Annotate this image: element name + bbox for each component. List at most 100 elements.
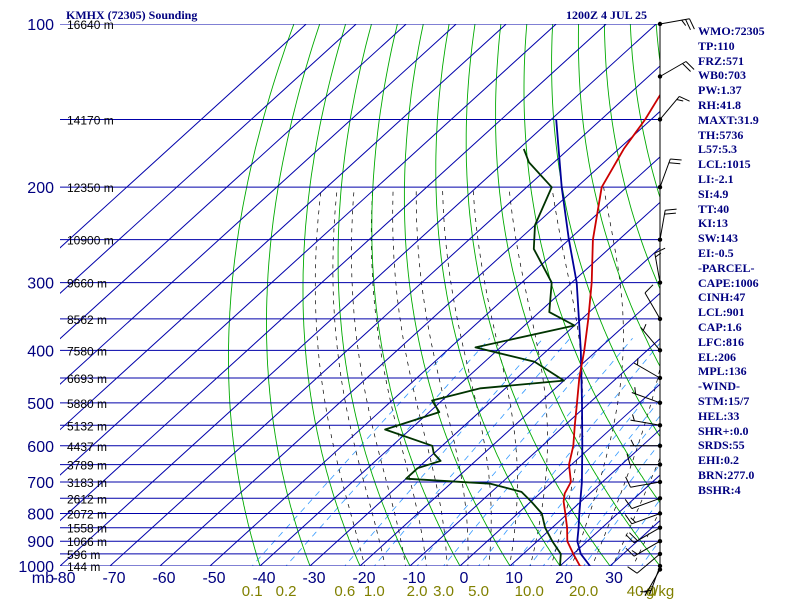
isotherm-line — [60, 24, 607, 522]
wind-barb-feather — [668, 162, 681, 165]
height-label: 5880 m — [67, 397, 107, 411]
temperature-tick-label: 10 — [505, 570, 523, 587]
stat-item: LCL:1015 — [698, 157, 751, 172]
stat-item: TT:40 — [698, 201, 730, 216]
height-label: 14170 m — [67, 113, 114, 127]
stat-item: MAXT:31.9 — [698, 112, 759, 127]
mixing-ratio-label: 5.0 — [468, 583, 489, 600]
wind-barb — [627, 551, 663, 574]
dry-adiabat-line — [371, 24, 461, 566]
wind-barb-feather — [685, 61, 695, 70]
mixing-ratio-line — [583, 464, 660, 566]
wind-barb-feather — [624, 514, 633, 525]
height-label: 1066 m — [67, 535, 107, 549]
wind-barb-shaft — [636, 553, 661, 574]
temperature-tick-label: -70 — [102, 570, 125, 587]
wind-barb — [625, 476, 663, 488]
stat-item: WB0:703 — [698, 68, 746, 83]
height-label: 5132 m — [67, 419, 107, 433]
moist-adiabat-line — [612, 457, 660, 566]
stat-item: EL:206 — [698, 349, 737, 364]
wind-barb — [630, 439, 663, 448]
stat-item: CINH:47 — [698, 290, 746, 305]
plot-area — [60, 12, 800, 578]
stat-item: PW:1.37 — [698, 83, 742, 98]
isotherm-line — [60, 24, 457, 385]
temperature-tick-label: 0 — [460, 570, 469, 587]
wind-barb-shaft — [659, 96, 680, 120]
moist-adiabat-line — [632, 509, 660, 566]
dry-adiabat-line — [435, 24, 561, 566]
wind-barb — [624, 511, 663, 525]
dry-adiabat-line — [302, 24, 361, 566]
stat-item: LI:-2.1 — [698, 171, 734, 186]
wind-barb-shaft — [633, 527, 661, 544]
stat-item: KI:13 — [698, 216, 728, 231]
mixing-ratio-line — [528, 399, 660, 566]
stat-item: TP:110 — [698, 38, 735, 53]
wind-barb-feather — [625, 534, 635, 544]
moist-adiabat-line — [415, 187, 469, 566]
wind-barb — [654, 247, 666, 285]
mixing-ratio-line — [478, 342, 660, 566]
temperature-tick-label: -20 — [352, 570, 375, 587]
wind-barb-shaft — [631, 497, 661, 510]
height-label: 12350 m — [67, 181, 114, 195]
mixing-ratio-line — [251, 337, 460, 566]
dry-adiabat-line — [603, 24, 660, 290]
dry-adiabat-line — [403, 24, 511, 566]
wind-barb-feather — [654, 247, 666, 254]
wind-barb-feather — [682, 63, 691, 72]
height-label: 1558 m — [67, 522, 107, 536]
isotherm-line — [60, 24, 507, 431]
dry-adiabat-line — [577, 24, 660, 368]
temperature-tick-label: -60 — [152, 570, 175, 587]
dry-adiabat-line — [523, 24, 660, 504]
pressure-label: 100 — [27, 17, 54, 34]
wind-barb-feather — [634, 387, 637, 394]
isotherm-line — [60, 24, 657, 566]
height-label: 2072 m — [67, 507, 107, 521]
stat-item: L57:5.3 — [698, 142, 737, 157]
pressure-unit-label: mb — [32, 570, 54, 587]
dry-adiabat-line — [783, 12, 800, 578]
wind-barb-shaft — [633, 540, 661, 557]
stat-item: BSHR:4 — [698, 482, 741, 497]
stat-item: CAPE:1006 — [698, 275, 759, 290]
isotherm-line — [459, 383, 660, 566]
isotherm-line — [60, 24, 407, 340]
wind-barb-feather — [630, 439, 635, 447]
height-label: 144 m — [67, 560, 100, 574]
wind-barb-feather — [644, 589, 652, 592]
stat-item: LCL:901 — [698, 305, 745, 320]
valid-time: 1200Z 4 JUL 25 — [566, 8, 648, 22]
isotherm-line — [309, 247, 660, 566]
height-label: 6693 m — [67, 372, 107, 386]
isotherm-line — [509, 428, 660, 566]
wind-barb-shaft — [649, 565, 661, 595]
wind-barb-feather — [625, 547, 635, 557]
stat-item: SHR+:0.0 — [698, 423, 749, 438]
stat-item: SRDS:55 — [698, 438, 745, 453]
wind-barb-shaft — [659, 210, 666, 240]
wind-barb-feather — [626, 453, 631, 465]
wind-barb-shaft — [659, 18, 690, 25]
wind-barb-feather — [679, 95, 690, 102]
wind-barb — [630, 414, 663, 428]
wind-barb — [657, 95, 690, 122]
height-label: 16640 m — [67, 18, 114, 32]
wind-barb-shaft — [659, 158, 671, 188]
wind-barb-feather — [681, 19, 687, 26]
stat-item: STM:15/7 — [698, 393, 750, 408]
pressure-label: 500 — [27, 396, 54, 413]
stat-item: LFC:816 — [698, 334, 744, 349]
isotherm-line — [60, 24, 357, 294]
wind-barb — [631, 387, 663, 405]
pressure-label: 700 — [27, 475, 54, 492]
wind-barb — [633, 358, 663, 381]
isotherm-line — [359, 292, 660, 566]
dry-adiabat-line — [337, 24, 411, 566]
temperature-tick-label: -40 — [252, 570, 275, 587]
mixing-ratio-label: 1.0 — [364, 583, 385, 600]
